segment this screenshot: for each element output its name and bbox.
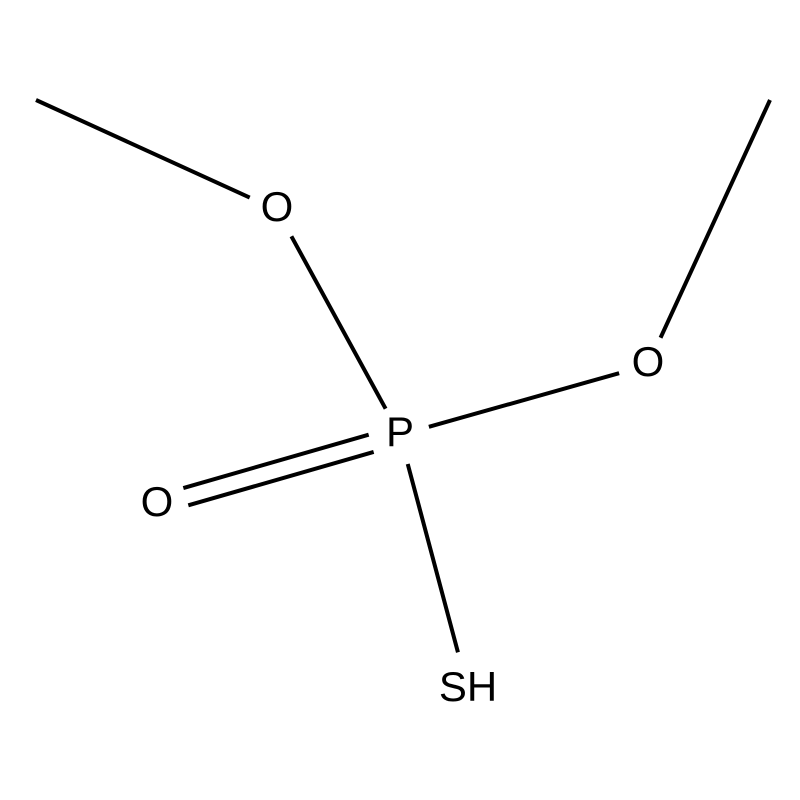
bond-single bbox=[429, 373, 619, 427]
bond-single bbox=[36, 100, 250, 198]
atom-label-O_tl: O bbox=[261, 183, 294, 230]
atom-label-SH: SH bbox=[439, 663, 497, 710]
bond-single bbox=[661, 100, 770, 338]
bond-single bbox=[408, 464, 458, 652]
atom-label-O_r: O bbox=[632, 338, 665, 385]
molecule-diagram: P O O O SH bbox=[0, 0, 800, 800]
atom-label-O_dbl: O bbox=[141, 478, 174, 525]
atom-label-P: P bbox=[386, 408, 414, 455]
bond-single bbox=[291, 236, 385, 408]
atoms-layer: P O O O SH bbox=[141, 183, 665, 710]
